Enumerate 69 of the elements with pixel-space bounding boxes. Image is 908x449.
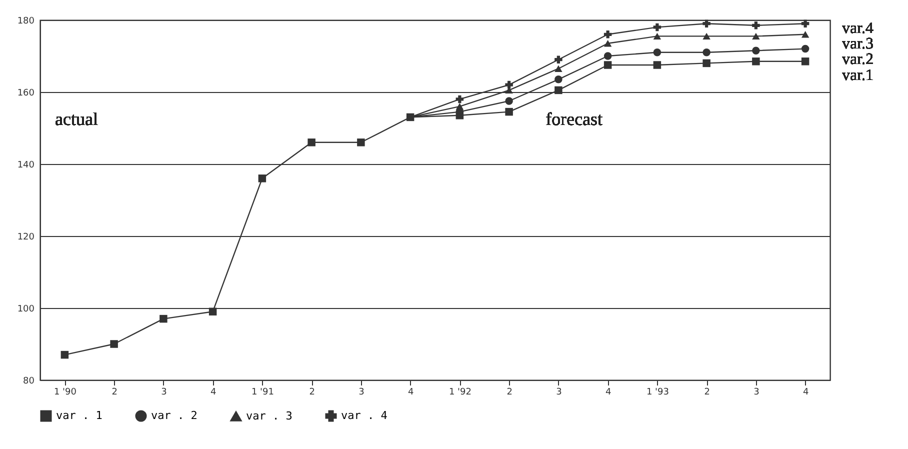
point (752, 58, 760, 66)
y-tick-label: 160 (17, 88, 35, 98)
point (160, 314, 168, 323)
x-tick-label: 3 (161, 388, 167, 398)
point (505, 108, 513, 116)
legend-label: var . 2 (151, 409, 198, 422)
point (110, 340, 118, 348)
point (653, 61, 662, 69)
point (505, 97, 513, 105)
annotation: forecast (546, 109, 603, 129)
point (554, 56, 562, 64)
x-tick-label: 1 '93 (646, 388, 669, 398)
text: var.4 (842, 20, 874, 37)
x-tick-label: 1 '91 (251, 388, 274, 398)
x-tick-label: 4 (210, 388, 216, 398)
x-tick-label: 3 (556, 388, 562, 398)
point (505, 80, 513, 89)
x-tick-label: 3 (754, 388, 760, 398)
point (801, 58, 810, 66)
x-tick-label: 3 (358, 388, 364, 398)
point (554, 65, 562, 72)
point (752, 32, 760, 40)
text: var.3 (842, 36, 874, 52)
point (801, 31, 810, 38)
point (702, 20, 710, 28)
y-tick-label: 100 (17, 304, 35, 314)
point (208, 308, 217, 316)
point (554, 76, 562, 84)
point (653, 32, 662, 40)
x-tick-label: 2 (112, 388, 118, 398)
y-tick-label: 180 (17, 16, 35, 26)
y-tick-label: 120 (17, 232, 35, 242)
point (752, 46, 760, 54)
point (554, 86, 562, 94)
point (702, 59, 710, 68)
point (456, 103, 464, 110)
point (604, 30, 612, 38)
point (801, 44, 810, 53)
text: var.1 (842, 67, 874, 84)
x-tick-label: 1 '92 (448, 388, 472, 398)
point (653, 23, 662, 32)
point (604, 52, 612, 60)
point (702, 32, 710, 40)
point (752, 22, 760, 30)
point (308, 138, 316, 146)
y-tick-label: 140 (17, 160, 35, 170)
legend-label: var . 4 (341, 409, 388, 422)
x-tick-label: 4 (408, 388, 414, 398)
point (604, 61, 612, 69)
x-tick-label: 2 (309, 388, 315, 398)
x-tick-label: 4 (605, 388, 612, 398)
legend-label: var . 3 (246, 409, 292, 422)
x-tick-label: 2 (506, 388, 512, 398)
point (406, 113, 414, 122)
annotation: actual (55, 109, 98, 129)
x-tick-label: 2 (704, 388, 710, 398)
point (357, 138, 365, 146)
point (60, 350, 69, 359)
point (702, 48, 710, 56)
point (456, 95, 464, 104)
point (604, 40, 612, 47)
y-tick-label: 80 (23, 376, 35, 386)
point (258, 174, 266, 182)
point (653, 48, 662, 56)
point (801, 20, 810, 28)
x-tick-label: 4 (802, 388, 809, 398)
legend-label: var . 1 (56, 409, 102, 422)
text: var.2 (842, 51, 874, 68)
x-tick-label: 1 '90 (54, 388, 77, 398)
